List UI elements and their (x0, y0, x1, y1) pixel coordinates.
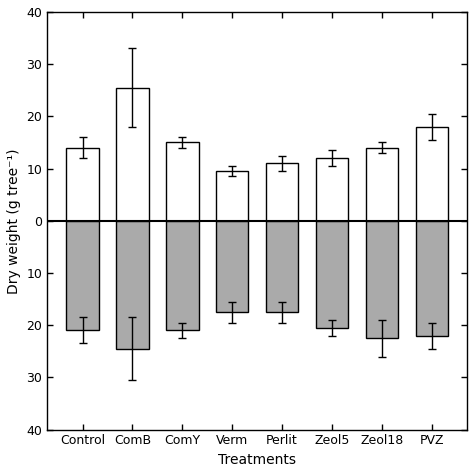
Bar (416, 127, 448, 221)
Bar (316, 221, 348, 328)
X-axis label: Treatments: Treatments (218, 453, 296, 467)
Bar (266, 164, 298, 221)
Bar (166, 221, 199, 330)
Y-axis label: Dry weight (g tree⁻¹): Dry weight (g tree⁻¹) (7, 148, 21, 293)
Bar (66, 148, 99, 221)
Bar (166, 143, 199, 221)
Bar (266, 221, 298, 312)
Bar (66, 221, 99, 330)
Bar (216, 171, 248, 221)
Bar (365, 148, 398, 221)
Bar (316, 158, 348, 221)
Bar (116, 88, 149, 221)
Bar (365, 221, 398, 338)
Bar (216, 221, 248, 312)
Bar (416, 221, 448, 336)
Bar (116, 221, 149, 349)
